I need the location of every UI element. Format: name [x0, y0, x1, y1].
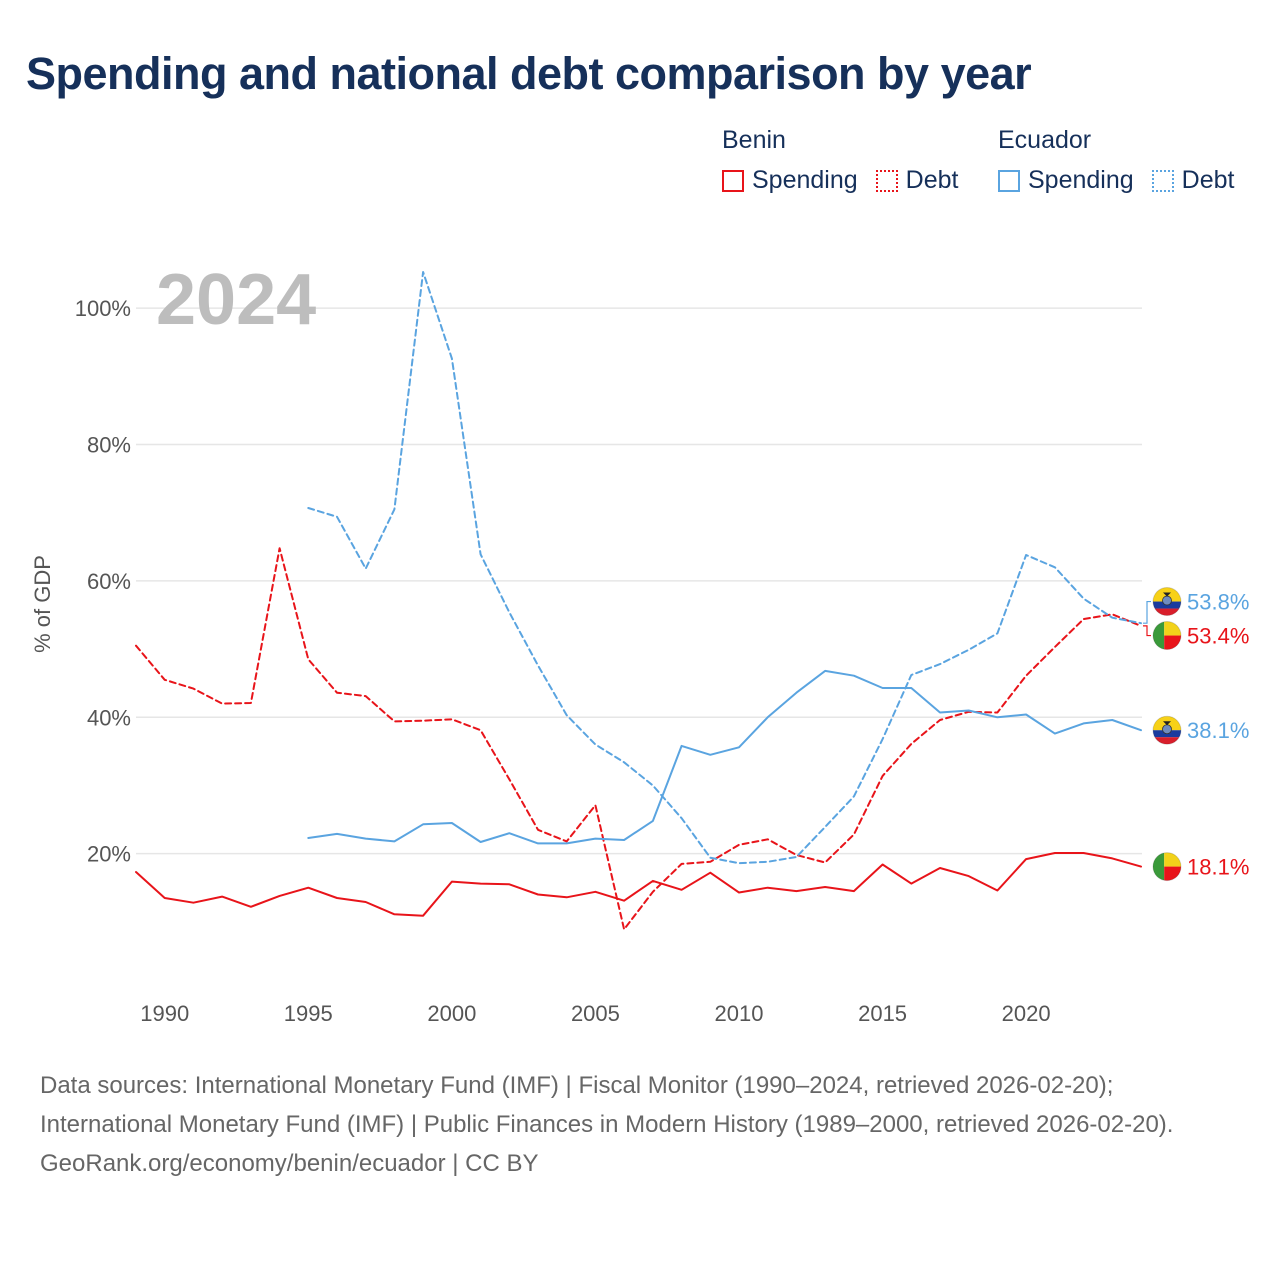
- legend-country-benin: Benin: [722, 126, 786, 154]
- y-tick-label: 40%: [87, 705, 131, 730]
- x-tick-label: 2000: [427, 1001, 476, 1026]
- x-tick-label: 2015: [858, 1001, 907, 1026]
- end-value-label: 53.4%: [1187, 624, 1249, 649]
- label-connector: [1143, 625, 1151, 637]
- footer: Data sources: International Monetary Fun…: [40, 1066, 1250, 1183]
- y-axis-label: % of GDP: [30, 555, 55, 653]
- x-tick-label: 1990: [140, 1001, 189, 1026]
- legend-swatch-solid: [722, 169, 744, 192]
- data-sources: Data sources: International Monetary Fun…: [40, 1072, 1174, 1138]
- legend-label: Debt: [1181, 166, 1235, 194]
- ecuador-flag-icon: [1152, 587, 1182, 617]
- grid: [136, 307, 1142, 855]
- legend-label: Debt: [905, 166, 959, 194]
- series-line-benin-debt[interactable]: [135, 547, 1142, 931]
- y-tick-label: 100%: [75, 296, 131, 321]
- series-lines: [135, 271, 1142, 931]
- y-tick-label: 60%: [87, 569, 131, 594]
- legend-group-benin: Benin Spending Debt: [722, 124, 976, 195]
- x-tick-label: 2010: [715, 1001, 764, 1026]
- legend-swatch-solid: [998, 169, 1020, 192]
- legend-swatch-dotted: [875, 169, 898, 192]
- chart-title: Spending and national debt comparison by…: [26, 48, 1032, 99]
- end-value-label: 18.1%: [1187, 855, 1249, 880]
- legend-label: Spending: [752, 166, 858, 194]
- end-labels: 53.8% 53.4% 38.1% 18.1%: [1143, 587, 1249, 882]
- series-line-benin-spending[interactable]: [135, 852, 1142, 917]
- legend-country-ecuador: Ecuador: [998, 126, 1092, 154]
- legend-swatch-dotted: [1151, 169, 1174, 192]
- benin-flag-icon: [1152, 621, 1182, 651]
- series-line-ecuador-debt[interactable]: [307, 271, 1142, 865]
- ecuador-flag-icon: [1152, 715, 1182, 745]
- credit-link[interactable]: GeoRank.org/economy/benin/ecuador | CC B…: [40, 1150, 539, 1177]
- end-value-label: 38.1%: [1187, 718, 1249, 743]
- year-watermark: 2024: [156, 260, 316, 340]
- label-connector: [1143, 600, 1151, 624]
- legend-item-benin-spending[interactable]: Spending: [722, 166, 858, 195]
- benin-flag-icon: [1152, 852, 1182, 882]
- legend-item-ecuador-debt[interactable]: Debt: [1151, 166, 1235, 195]
- x-tick-label: 1995: [284, 1001, 333, 1026]
- legend-item-benin-debt[interactable]: Debt: [875, 166, 959, 195]
- legend-label: Spending: [1028, 166, 1134, 194]
- line-chart: 2024 % of GDP 20%40%60%80%100%1990 1995 20…: [30, 260, 1249, 1026]
- y-tick-label: 80%: [87, 433, 131, 458]
- y-tick-label: 20%: [87, 842, 131, 867]
- series-line-ecuador-spending[interactable]: [307, 669, 1142, 845]
- legend-item-ecuador-spending[interactable]: Spending: [998, 166, 1134, 195]
- axis-ticks: 20% 40% 60% 80% 100% 1990 1995 2000 2005 2010 2015…: [75, 296, 1051, 1026]
- x-tick-label: 2020: [1002, 1001, 1051, 1026]
- x-tick-label: 2005: [571, 1001, 620, 1026]
- legend-group-ecuador: Ecuador Spending Debt: [998, 124, 1252, 195]
- end-value-label: 53.8%: [1187, 590, 1249, 615]
